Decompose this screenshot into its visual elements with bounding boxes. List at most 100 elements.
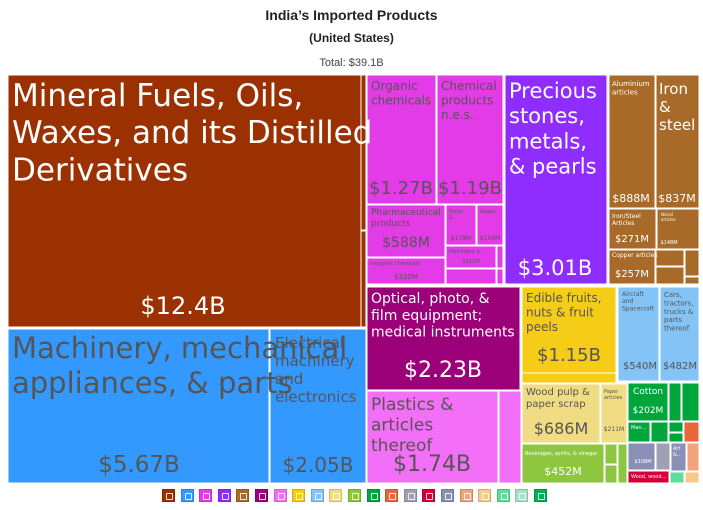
gear-icon[interactable]	[180, 489, 194, 502]
tile-label-20: Paper articles	[604, 389, 623, 401]
tile-value-0: $12.4B	[140, 292, 225, 320]
tile-minor-0[interactable]	[360, 74, 367, 231]
tile-value-20: $211M	[604, 426, 624, 433]
tile-value-5: $588M	[382, 235, 430, 251]
tile-18[interactable]	[521, 286, 617, 384]
tile-minor-20[interactable]	[683, 421, 700, 443]
tile-17[interactable]	[366, 390, 499, 484]
tile-label-8: Perfumery &…	[449, 249, 485, 255]
tile-minor-16[interactable]	[627, 421, 651, 443]
log-icon[interactable]	[459, 489, 473, 502]
tile-value-1: $5.67B	[98, 452, 180, 478]
tile-minor-12[interactable]	[604, 464, 618, 484]
pickaxe-icon[interactable]	[162, 489, 175, 502]
tile-20[interactable]	[600, 383, 628, 444]
tile-minor-10[interactable]	[521, 372, 617, 384]
tile-24[interactable]	[627, 382, 669, 422]
tile-label-0: Mineral Fuels, Oils, Waxes, and its Disti…	[12, 78, 372, 188]
tile-label-25: Man…	[631, 425, 647, 431]
tile-9[interactable]	[366, 257, 446, 285]
gauge-icon[interactable]	[255, 489, 268, 502]
tile-13[interactable]	[608, 208, 657, 250]
tile-minor-21[interactable]	[686, 442, 700, 472]
tile-value-12: $837M	[658, 192, 696, 205]
tile-7[interactable]	[476, 204, 504, 246]
weapon-icon[interactable]	[422, 489, 436, 502]
tile-8[interactable]	[445, 245, 497, 269]
tile-minor-1[interactable]	[360, 230, 367, 328]
tile-label-17: Plastics & articles thereof	[371, 395, 454, 456]
drop-icon[interactable]	[496, 489, 510, 502]
tile-label-12: Iron & steel	[659, 80, 695, 134]
tile-12[interactable]	[655, 74, 700, 209]
tile-value-8: $151M	[462, 259, 479, 265]
tile-11[interactable]	[608, 74, 656, 209]
tile-value-2: $2.05B	[283, 453, 354, 477]
tile-minor-18[interactable]	[668, 421, 684, 433]
tile-26[interactable]	[627, 470, 670, 484]
tile-27[interactable]	[670, 442, 687, 472]
tile-minor-24[interactable]	[655, 442, 671, 471]
tile-minor-2[interactable]	[496, 245, 504, 269]
tile-label-2: Electrical machinery and electronics	[275, 334, 357, 406]
tile-label-7: Soaps…	[480, 209, 500, 215]
tile-2[interactable]	[269, 328, 367, 484]
tile-14[interactable]	[656, 208, 700, 250]
tile-label-18: Edible fruits, nuts & fruit peels	[526, 291, 602, 334]
shoe-icon[interactable]	[478, 489, 492, 502]
tile-label-24: Cotton	[633, 387, 663, 397]
flask-icon[interactable]	[199, 489, 213, 502]
total-label: Total: $39.1B	[319, 57, 384, 69]
tile-minor-9[interactable]	[498, 390, 522, 484]
tile-0[interactable]	[7, 74, 362, 328]
tile-minor-17[interactable]	[650, 421, 669, 443]
tile-minor-23[interactable]	[684, 471, 700, 484]
chair-icon[interactable]	[441, 489, 454, 502]
tile-minor-5[interactable]	[655, 249, 685, 267]
tile-value-11: $888M	[612, 192, 650, 205]
misc-icon[interactable]	[534, 489, 547, 502]
vehicle-icon[interactable]	[310, 489, 324, 502]
tile-minor-19[interactable]	[668, 432, 684, 443]
tile-minor-15[interactable]	[681, 382, 700, 422]
art-icon[interactable]	[515, 489, 529, 502]
plastic-icon[interactable]	[273, 489, 287, 502]
chart-title: India’s Imported Products	[265, 7, 438, 23]
tile-5[interactable]	[366, 204, 446, 258]
brick-icon[interactable]	[403, 489, 417, 502]
tile-10[interactable]	[504, 74, 608, 285]
tile-minor-11[interactable]	[604, 443, 618, 465]
tile-minor-8[interactable]	[684, 276, 700, 285]
tile-minor-4[interactable]	[496, 268, 504, 285]
tile-value-16: $2.23B	[404, 358, 482, 383]
tile-minor-3[interactable]	[445, 268, 497, 285]
gem-icon[interactable]	[217, 489, 231, 502]
tile-6[interactable]	[445, 204, 477, 246]
tile-22[interactable]	[617, 286, 660, 382]
tile-minor-22[interactable]	[669, 471, 685, 484]
tile-23[interactable]	[659, 286, 700, 382]
tile-minor-6[interactable]	[684, 249, 700, 277]
tile-1[interactable]	[7, 328, 270, 484]
tile-value-22: $540M	[623, 361, 657, 372]
animal-icon[interactable]	[385, 489, 399, 502]
tile-4[interactable]	[436, 74, 504, 205]
tile-value-3: $1.27B	[369, 178, 433, 199]
tile-3[interactable]	[366, 74, 437, 205]
leaf-icon[interactable]	[292, 489, 306, 502]
tile-minor-13[interactable]	[617, 443, 628, 484]
tile-16[interactable]	[366, 286, 521, 391]
tile-label-3: Organic chemicals	[371, 79, 431, 107]
tile-label-14: Nickel articles	[661, 212, 676, 222]
tile-minor-14[interactable]	[668, 382, 682, 422]
tile-25[interactable]	[627, 442, 656, 471]
paper-icon[interactable]	[329, 489, 343, 502]
tile-label-6: Fertiz. &…	[449, 209, 465, 221]
ingot-icon[interactable]	[236, 489, 250, 502]
tile-21[interactable]	[521, 443, 605, 484]
bottle-icon[interactable]	[348, 489, 361, 502]
tile-19[interactable]	[521, 383, 601, 444]
tile-minor-7[interactable]	[655, 266, 685, 285]
shirt-icon[interactable]	[366, 489, 380, 502]
tile-15[interactable]	[608, 249, 656, 285]
